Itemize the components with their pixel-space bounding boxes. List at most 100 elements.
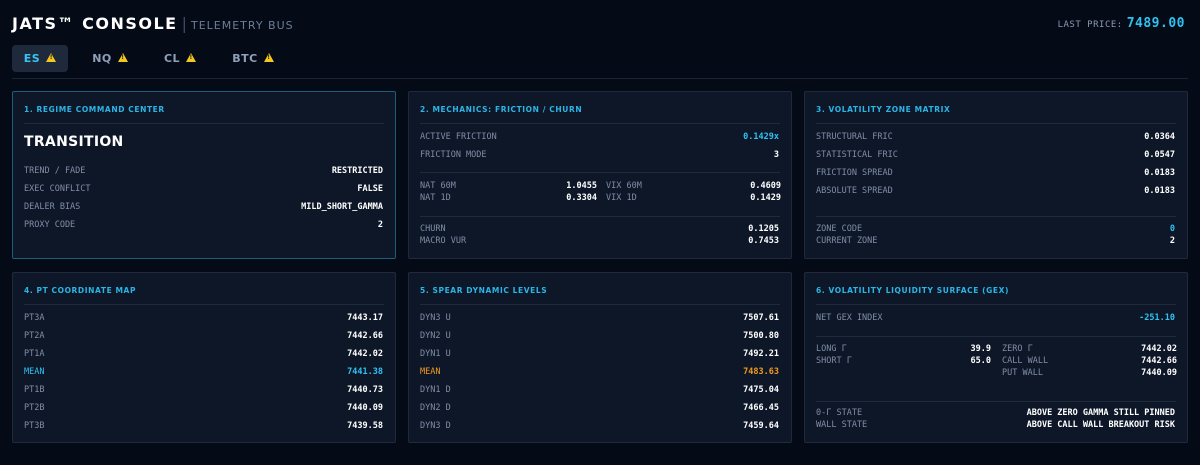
- spear-row-dyn3-d: DYN3 D 7459.64: [420, 420, 779, 432]
- last-price: LAST PRICE: 7489.00: [1058, 16, 1185, 31]
- panel-title: 3. VOLATILITY ZONE MATRIX: [816, 105, 951, 114]
- row-label: WALL STATE: [816, 420, 868, 430]
- row-label: DYN3 U: [420, 313, 451, 323]
- panel-title-divider: [24, 304, 384, 305]
- app-title-block: JATS™ CONSOLE | TELEMETRY BUS: [12, 14, 294, 33]
- spear-row-dyn2-u: DYN2 U 7500.80: [420, 330, 779, 342]
- row-label: EXEC CONFLICT: [24, 184, 91, 194]
- row-label: DYN1 U: [420, 349, 451, 359]
- zone-code-row: ZONE CODE 0: [816, 223, 1175, 235]
- tab-nq[interactable]: NQ: [82, 45, 138, 72]
- row-label: STRUCTURAL FRIC: [816, 132, 893, 142]
- warning-icon: [263, 53, 274, 62]
- row-label: PT3B: [24, 421, 45, 431]
- row-value: 7492.21: [743, 349, 779, 359]
- row-value: ABOVE CALL WALL BREAKOUT RISK: [1026, 420, 1175, 430]
- spear-levels-panel: 5. SPEAR DYNAMIC LEVELS DYN3 U 7507.61 DY…: [408, 272, 792, 443]
- nat-1d-value: 0.3304: [566, 193, 597, 203]
- row-value: 0.7453: [748, 236, 779, 246]
- short-gamma-label: SHORT Γ: [816, 356, 852, 366]
- call-wall-value: 7442.66: [1141, 356, 1177, 366]
- row-label: DYN3 D: [420, 421, 451, 431]
- friction-mode-row: FRICTION MODE 3: [420, 149, 779, 161]
- pt-row-pt1a: PT1A 7442.02: [24, 348, 383, 360]
- section-divider: [420, 216, 780, 217]
- spear-row-mean: MEAN 7483.63: [420, 366, 779, 378]
- section-divider: [420, 172, 780, 173]
- tab-cl[interactable]: CL: [152, 45, 208, 72]
- row-label: ABSOLUTE SPREAD: [816, 186, 893, 196]
- row-label: CURRENT ZONE: [816, 236, 878, 246]
- row-label: DYN2 D: [420, 403, 451, 413]
- warning-icon: [186, 53, 197, 62]
- title-separator: |: [181, 14, 187, 33]
- row-value: 7441.38: [347, 367, 383, 377]
- panel-title: 1. REGIME COMMAND CENTER: [24, 105, 165, 114]
- row-label: ACTIVE FRICTION: [420, 132, 497, 142]
- row-value: MILD_SHORT_GAMMA: [301, 202, 383, 212]
- regime-row-exec-conflict: EXEC CONFLICT FALSE: [24, 183, 383, 195]
- row-value: 0.0183: [1144, 186, 1175, 196]
- vix-1d-label: VIX 1D: [606, 193, 637, 203]
- app-subtitle: TELEMETRY BUS: [190, 19, 294, 32]
- churn-row: CHURN 0.1205: [420, 223, 779, 235]
- row-value: 0.0183: [1144, 168, 1175, 178]
- panel-title: 6. VOLATILITY LIQUIDITY SURFACE (GEX): [816, 286, 1010, 295]
- row-value: 7466.45: [743, 403, 779, 413]
- panel-title-divider: [420, 123, 780, 124]
- panel-title: 4. PT COORDINATE MAP: [24, 286, 137, 295]
- pt-row-pt3a: PT3A 7443.17: [24, 312, 383, 324]
- pt-row-pt3b: PT3B 7439.58: [24, 420, 383, 432]
- row-label: PT3A: [24, 313, 45, 323]
- header: JATS™ CONSOLE | TELEMETRY BUS LAST PRICE: 7…: [12, 12, 1188, 38]
- row-label: PT1B: [24, 385, 45, 395]
- long-gamma-label: LONG Γ: [816, 344, 847, 354]
- pt-row-pt2b: PT2B 7440.09: [24, 402, 383, 414]
- pt-row-mean: MEAN 7441.38: [24, 366, 383, 378]
- tab-btc[interactable]: BTC: [222, 45, 284, 72]
- row-label: MEAN: [420, 367, 441, 377]
- row-value: 7507.61: [743, 313, 779, 323]
- volatility-zone-panel: 3. VOLATILITY ZONE MATRIX STRUCTURAL FRI…: [804, 91, 1188, 259]
- section-divider: [816, 216, 1176, 217]
- row-label: MEAN: [24, 367, 45, 377]
- put-wall-label: PUT WALL: [1002, 368, 1043, 378]
- vix-60m-value: 0.4609: [750, 181, 781, 191]
- row-value: ABOVE ZERO GAMMA STILL PINNED: [1026, 408, 1175, 418]
- tab-es[interactable]: ES: [12, 45, 68, 72]
- regime-command-panel: 1. REGIME COMMAND CENTER TRANSITION TREN…: [12, 91, 396, 259]
- long-gamma-value: 39.9: [970, 344, 991, 354]
- row-value: 2: [1169, 236, 1175, 246]
- tab-label: BTC: [232, 52, 258, 65]
- row-value: 7459.64: [743, 421, 779, 431]
- row-value: RESTRICTED: [331, 166, 383, 176]
- section-divider: [816, 336, 1176, 337]
- row-value: 7475.04: [743, 385, 779, 395]
- row-label: DYN1 D: [420, 385, 451, 395]
- short-gamma-value: 65.0: [970, 356, 991, 366]
- row-label: PROXY CODE: [24, 220, 76, 230]
- row-label: PT1A: [24, 349, 45, 359]
- row-label: FRICTION SPREAD: [816, 168, 893, 178]
- panel-title-divider: [420, 304, 780, 305]
- row-value: 7442.66: [347, 331, 383, 341]
- row-value: 0.0364: [1144, 132, 1175, 142]
- gex-surface-panel: 6. VOLATILITY LIQUIDITY SURFACE (GEX) NE…: [804, 272, 1188, 443]
- panel-title-divider: [24, 123, 384, 124]
- row-label: CHURN: [420, 224, 446, 234]
- panel-title: 5. SPEAR DYNAMIC LEVELS: [420, 286, 548, 295]
- row-label: DYN2 U: [420, 331, 451, 341]
- regime-row-trend-fade: TREND / FADE RESTRICTED: [24, 165, 383, 177]
- warning-icon: [117, 53, 128, 62]
- row-value: FALSE: [357, 184, 383, 194]
- pt-row-pt1b: PT1B 7440.73: [24, 384, 383, 396]
- last-price-label: LAST PRICE:: [1057, 20, 1123, 30]
- row-value: 7440.73: [347, 385, 383, 395]
- row-value: 3: [773, 150, 779, 160]
- current-zone-row: CURRENT ZONE 2: [816, 235, 1175, 247]
- nat-60m-value: 1.0455: [566, 181, 597, 191]
- section-divider: [816, 401, 1176, 402]
- panel-title-divider: [816, 304, 1176, 305]
- pt-row-pt2a: PT2A 7442.66: [24, 330, 383, 342]
- statistical-fric-row: STATISTICAL FRIC 0.0547: [816, 149, 1175, 161]
